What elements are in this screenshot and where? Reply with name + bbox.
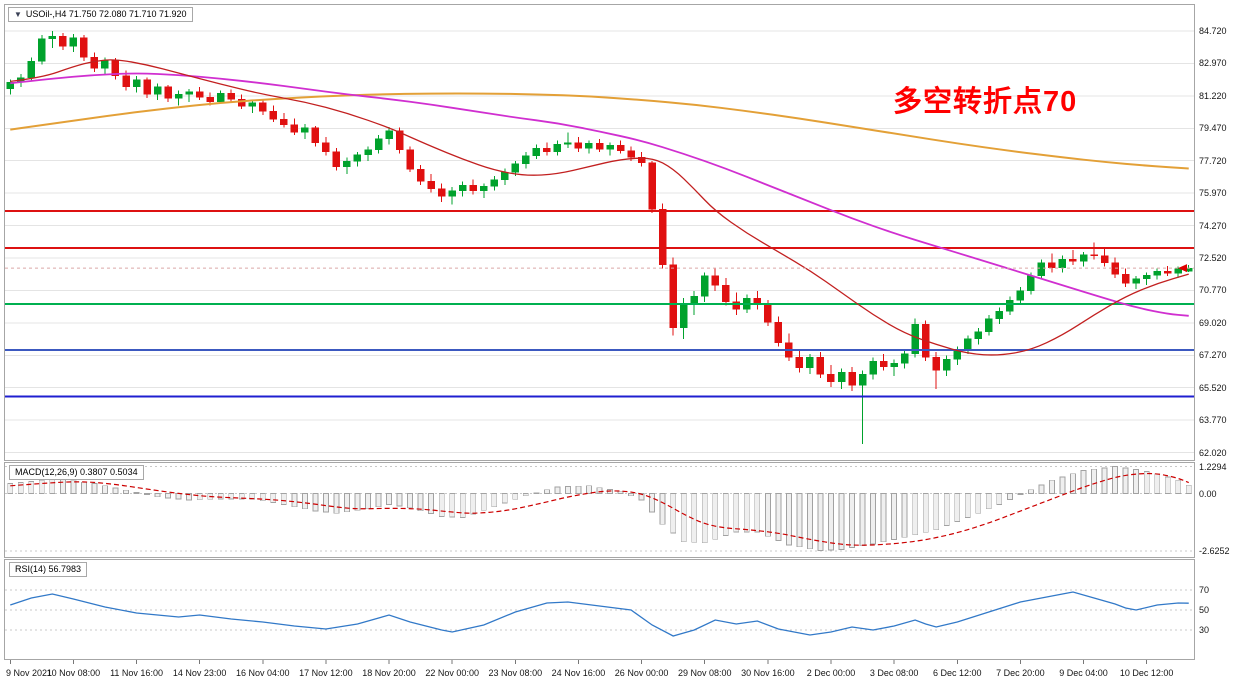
chart-marker-icon[interactable]: ▼ (14, 10, 22, 19)
current-price-arrow (1178, 264, 1187, 273)
price-axis-label: 75.970 (1199, 188, 1227, 199)
current-price-layer (5, 264, 1194, 273)
macd-axis-label: 1.2294 (1199, 461, 1227, 472)
price-axis-label: 77.720 (1199, 155, 1227, 166)
date-label: 30 Nov 16:00 (741, 668, 795, 678)
date-label: 7 Dec 20:00 (996, 668, 1045, 678)
rsi-axis-label: 30 (1199, 625, 1210, 635)
price-axis-label: 79.470 (1199, 123, 1227, 134)
rsi-axis-label: 70 (1199, 585, 1210, 595)
price-gridlines (5, 30, 1194, 454)
price-axis-label: 69.020 (1199, 317, 1227, 328)
price-axis-label: 70.770 (1199, 285, 1227, 296)
rsi-levels (5, 589, 1194, 631)
price-axis-label: 63.770 (1199, 415, 1227, 426)
date-label: 9 Nov 2021 (6, 668, 53, 678)
date-label: 29 Nov 08:00 (677, 668, 732, 678)
time-axis[interactable]: 9 Nov 2021 10 Nov 08:00 11 Nov 16:00 14 Nov… (0, 661, 1195, 688)
date-label: 26 Nov 00:00 (614, 668, 669, 678)
moving-averages (10, 59, 1189, 356)
date-label: 6 Dec 12:00 (932, 668, 982, 678)
fast-ma-red (10, 59, 1189, 356)
date-label: 16 Nov 04:00 (236, 668, 290, 678)
macd-axis-label: 0.00 (1199, 488, 1217, 499)
chart-ohlc-readout: ▼ USOil-,H4 71.750 72.080 71.710 71.920 (8, 7, 193, 22)
chart-ohlc-text: USOil-,H4 71.750 72.080 71.710 71.920 (25, 9, 187, 19)
date-label: 23 Nov 08:00 (488, 668, 543, 678)
macd-signal-line (10, 472, 1189, 546)
price-axis-label: 67.270 (1199, 350, 1227, 361)
date-label: 3 Dec 08:00 (869, 668, 919, 678)
rsi-label-text: RSI(14) 56.7983 (15, 564, 82, 574)
date-label: 10 Nov 08:00 (46, 668, 101, 678)
price-axis-label: 74.270 (1199, 220, 1227, 231)
macd-label-text: MACD(12,26,9) 0.3807 0.5034 (15, 467, 138, 477)
macd-axis-label: -2.6252 (1199, 546, 1230, 557)
price-axis-label: 72.520 (1199, 252, 1227, 263)
panel-frames (4, 4, 1195, 660)
macd-histogram (7, 466, 1192, 551)
slow-ma-orange (10, 92, 1189, 170)
price-axis-label: 82.970 (1199, 58, 1227, 69)
date-label: 24 Nov 16:00 (551, 668, 606, 678)
price-axis-label: 84.720 (1199, 26, 1227, 36)
mid-ma-magenta (10, 72, 1189, 317)
rsi-indicator-label: RSI(14) 56.7983 (9, 562, 88, 577)
rsi-line (10, 591, 1189, 637)
annotation-text[interactable]: 多空转折点70 (893, 86, 1078, 118)
date-label: 17 Nov 12:00 (299, 668, 353, 678)
horizontal-lines (5, 210, 1194, 398)
date-label: 14 Nov 23:00 (172, 668, 227, 678)
date-label: 18 Nov 20:00 (362, 668, 416, 678)
date-label: 2 Dec 00:00 (806, 668, 856, 678)
price-axis-label: 65.520 (1199, 382, 1227, 393)
date-label: 9 Dec 04:00 (1059, 668, 1108, 678)
macd-levels (5, 466, 1194, 552)
date-label: 22 Nov 00:00 (425, 668, 479, 678)
date-label: 10 Dec 12:00 (1119, 668, 1174, 678)
time-ticks (9, 660, 1148, 664)
date-label: 11 Nov 16:00 (110, 668, 163, 678)
rsi-axis-label: 50 (1199, 605, 1210, 615)
price-axis[interactable]: 84.720 82.970 81.220 79.470 77.720 75.970 74.2… (1195, 0, 1242, 688)
price-axis-label: 81.220 (1199, 90, 1227, 101)
macd-indicator-label: MACD(12,26,9) 0.3807 0.5034 (9, 465, 144, 480)
price-axis-label: 62.020 (1199, 447, 1227, 458)
